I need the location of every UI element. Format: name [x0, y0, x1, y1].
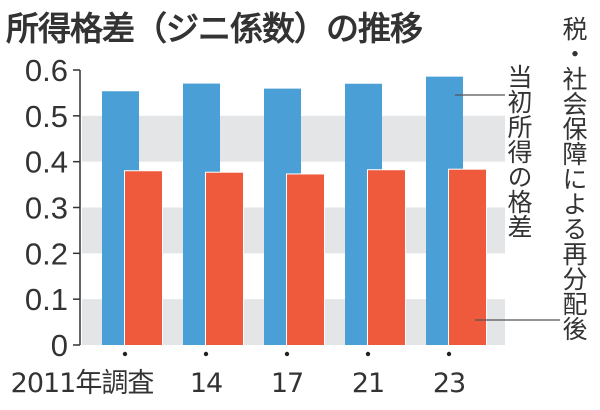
y-tick-label: 0: [51, 328, 68, 363]
y-tick-label: 0.5: [25, 99, 68, 134]
x-tick-label: 21: [352, 368, 384, 399]
bar-redistributed: [449, 169, 486, 345]
legend-label-redistributed: 税・社会保障による再分配後: [559, 16, 588, 341]
x-tick-dot: [365, 351, 371, 357]
y-tick-label: 0.3: [25, 191, 68, 226]
bar-redistributed: [206, 172, 243, 345]
legend-label-initial-income: 当初所得の格差: [504, 64, 533, 239]
bar-redistributed: [287, 174, 324, 345]
x-tick-dot: [284, 351, 290, 357]
x-tick-label: 2011年調査: [11, 368, 155, 399]
x-tick-dot: [446, 351, 452, 357]
x-tick-label: 23: [433, 368, 465, 399]
x-tick-label: 17: [271, 368, 303, 399]
y-tick-label: 0.1: [25, 282, 68, 317]
bar-redistributed: [125, 171, 162, 345]
y-tick-label: 0.6: [25, 53, 68, 88]
x-tick-dot: [203, 351, 209, 357]
y-tick-label: 0.4: [25, 145, 68, 180]
x-tick-label: 14: [190, 368, 222, 399]
bar-redistributed: [368, 170, 405, 345]
chart-title: 所得格差（ジニ係数）の推移: [6, 9, 423, 48]
y-tick-label: 0.2: [25, 236, 68, 271]
x-tick-dot: [122, 351, 128, 357]
